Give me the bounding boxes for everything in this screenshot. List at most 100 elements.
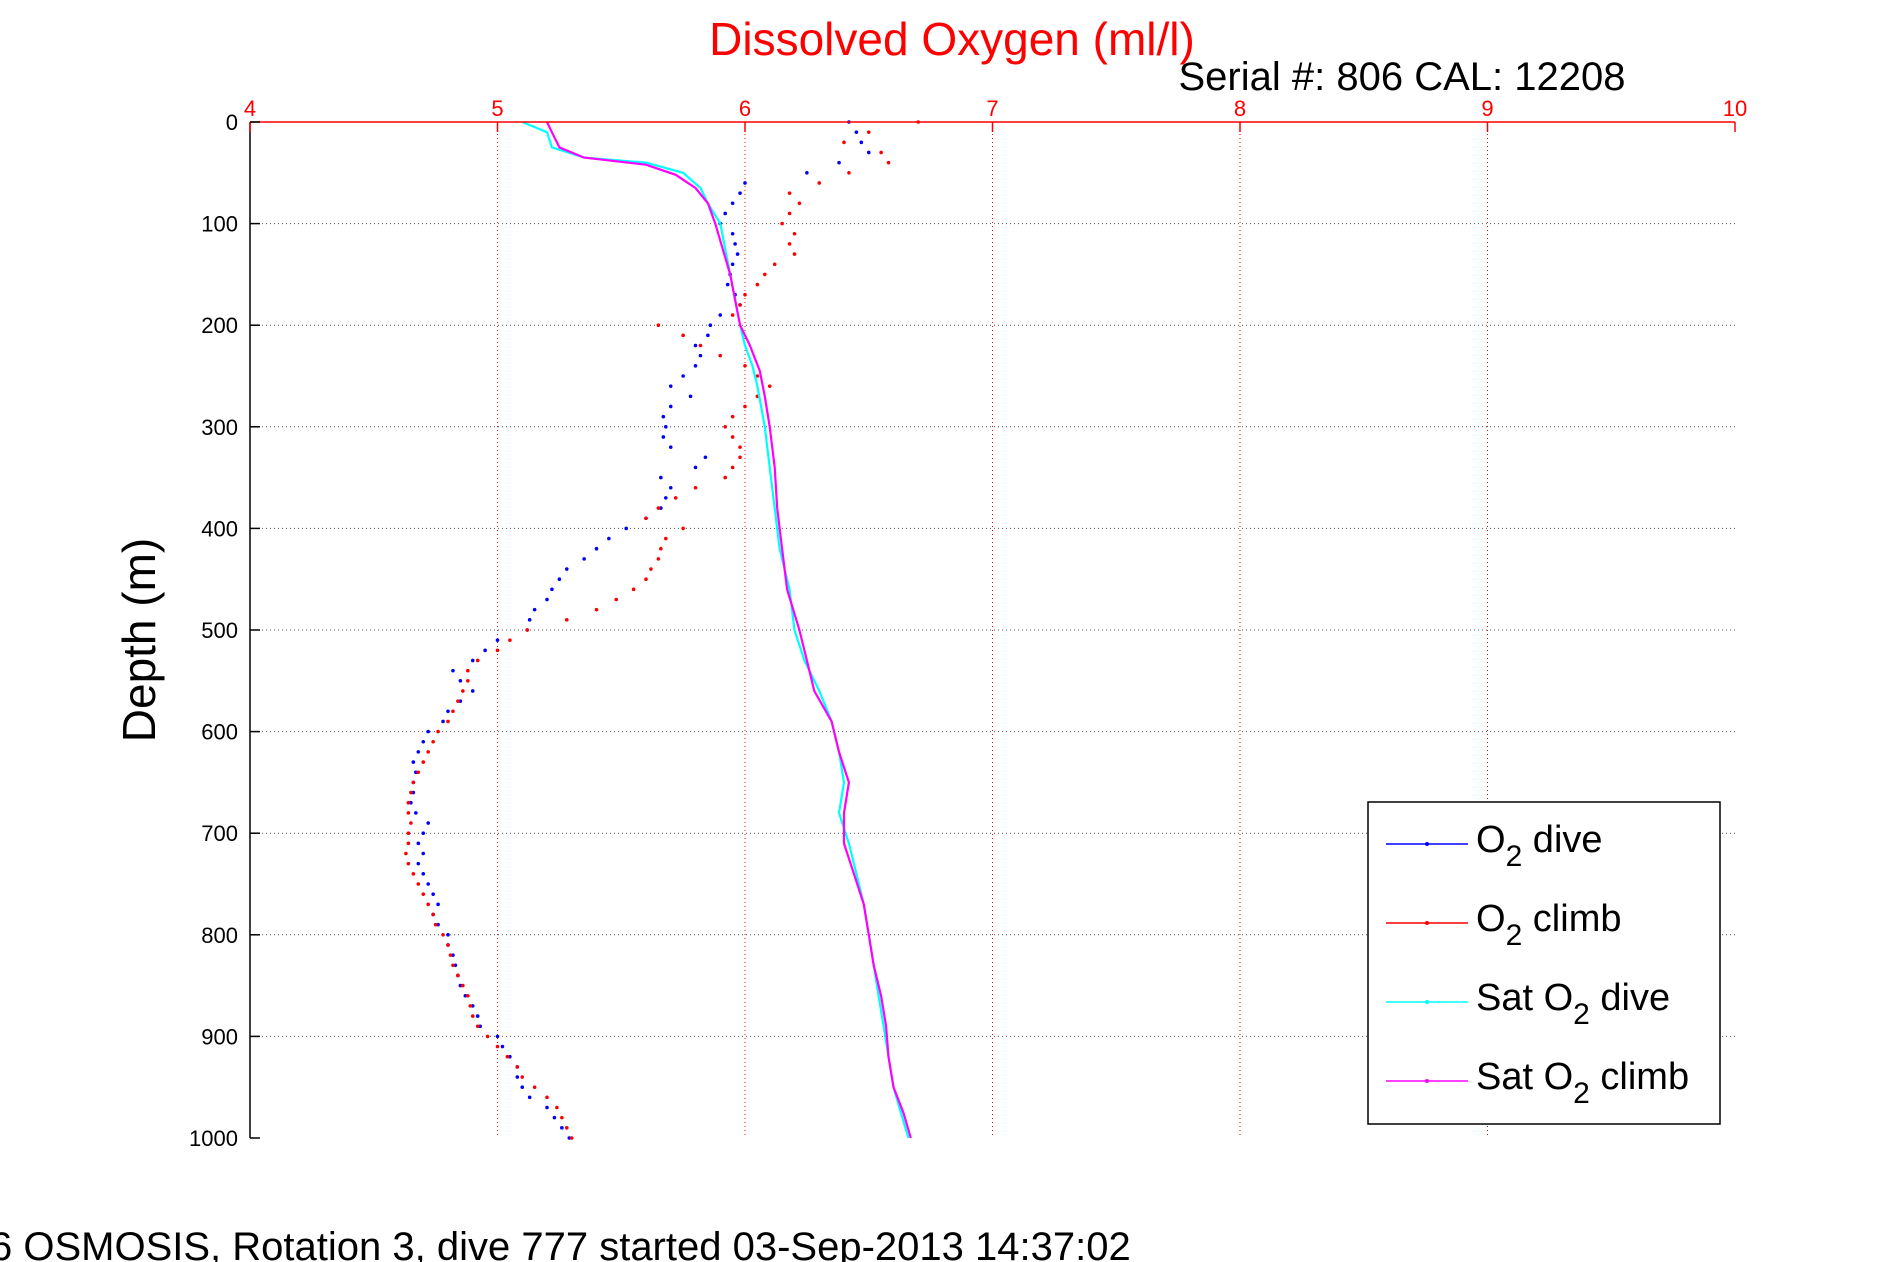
data-point-o2-dive (446, 709, 450, 714)
data-point-o2-climb (532, 1085, 537, 1089)
data-point-o2-climb (755, 282, 760, 287)
data-point-o2-climb (426, 750, 431, 754)
data-point-o2-climb (787, 211, 792, 216)
data-point-o2-dive (668, 445, 673, 449)
data-point-o2-dive (735, 252, 740, 256)
data-point-o2-climb (644, 516, 648, 521)
data-point-o2-dive (421, 739, 426, 744)
data-point-o2-dive (463, 993, 468, 998)
data-point-o2-dive (565, 567, 569, 571)
data-point-o2-dive (723, 211, 727, 216)
data-point-o2-dive (520, 1085, 525, 1089)
data-point-o2-climb (698, 343, 703, 348)
legend-marker (1425, 842, 1429, 846)
data-point-o2-dive (866, 150, 871, 155)
data-point-o2-dive (416, 861, 421, 866)
data-point-o2-climb (817, 181, 822, 185)
legend-item-o2-dive: O2 dive (1386, 819, 1603, 873)
data-point-o2-climb (485, 1034, 490, 1039)
data-point-o2-climb (886, 160, 891, 165)
data-point-o2-climb (723, 425, 727, 429)
legend-item-o2-climb: O2 climb (1386, 898, 1621, 952)
data-point-o2-climb (560, 1115, 564, 1120)
data-point-o2-climb (470, 1014, 475, 1018)
data-point-o2-climb (446, 719, 450, 724)
data-point-o2-climb (451, 963, 455, 968)
data-point-o2-dive (661, 414, 666, 419)
data-point-o2-climb (411, 780, 416, 785)
data-point-o2-climb (433, 922, 438, 927)
data-point-o2-climb (730, 313, 735, 317)
data-point-o2-climb (792, 252, 797, 256)
data-point-o2-climb (461, 983, 465, 988)
data-point-o2-climb (792, 231, 797, 236)
data-point-o2-climb (743, 292, 747, 297)
data-point-o2-climb (406, 841, 411, 846)
data-point-o2-dive (431, 892, 435, 896)
data-point-o2-climb (431, 739, 435, 744)
data-point-o2-dive (470, 689, 475, 693)
data-point-o2-dive (426, 821, 431, 825)
data-point-o2-climb (406, 800, 411, 805)
x-tick-label: 9 (1481, 96, 1493, 121)
data-point-o2-climb (416, 882, 421, 886)
y-tick-label: 200 (201, 313, 238, 338)
data-point-o2-climb (763, 272, 767, 277)
data-point-o2-climb (409, 821, 413, 825)
legend-label: O2 dive (1476, 819, 1603, 873)
data-point-o2-dive (545, 1105, 549, 1110)
data-point-o2-climb (446, 943, 450, 947)
data-point-o2-dive (458, 679, 463, 683)
data-point-o2-dive (441, 719, 445, 724)
data-point-o2-climb (565, 618, 569, 622)
data-point-o2-dive (532, 607, 537, 612)
data-point-o2-dive (730, 201, 735, 206)
data-point-o2-dive (698, 353, 703, 358)
data-point-o2-dive (495, 1034, 500, 1039)
data-point-o2-climb (404, 851, 408, 856)
data-point-o2-dive (607, 536, 611, 541)
data-point-o2-climb (681, 526, 685, 531)
data-point-o2-climb (866, 130, 871, 134)
data-point-o2-dive (453, 963, 458, 968)
data-point-o2-dive (730, 262, 735, 267)
y-tick-label: 400 (201, 516, 238, 541)
data-point-o2-dive (500, 1044, 505, 1049)
data-point-o2-dive (451, 668, 455, 673)
data-point-o2-dive (421, 831, 426, 835)
data-point-o2-climb (461, 689, 465, 693)
data-point-o2-dive (411, 760, 416, 764)
legend-item-sat-o2-climb: Sat O2 climb (1386, 1056, 1689, 1110)
data-point-o2-dive (706, 333, 710, 338)
data-point-o2-climb (614, 597, 619, 602)
y-tick-label: 500 (201, 618, 238, 643)
legend-marker (1425, 1000, 1429, 1004)
data-point-o2-dive (661, 435, 666, 439)
data-point-o2-climb (431, 912, 435, 917)
data-point-o2-climb (755, 374, 760, 378)
chart-title: Dissolved Oxygen (ml/l) (709, 13, 1195, 65)
data-point-o2-climb (520, 1075, 525, 1079)
data-point-o2-climb (656, 557, 661, 561)
data-point-o2-dive (725, 282, 730, 287)
data-point-o2-dive (475, 1014, 480, 1018)
data-point-o2-climb (508, 638, 512, 642)
data-point-o2-climb (681, 333, 685, 338)
data-point-o2-climb (649, 567, 653, 571)
data-point-o2-climb (730, 414, 735, 419)
data-point-o2-climb (411, 872, 416, 876)
data-point-o2-dive (582, 557, 586, 561)
data-point-o2-climb (495, 1044, 500, 1049)
data-point-o2-climb (787, 191, 792, 195)
data-point-o2-climb (664, 536, 668, 541)
data-point-o2-dive (805, 171, 809, 175)
series-group (404, 120, 921, 1140)
data-point-o2-dive (743, 181, 747, 185)
data-point-o2-climb (555, 1105, 559, 1110)
data-point-o2-climb (723, 475, 727, 480)
data-point-o2-dive (859, 140, 864, 145)
data-point-o2-dive (552, 1115, 557, 1120)
data-point-o2-climb (743, 404, 747, 409)
data-point-o2-climb (436, 729, 440, 734)
